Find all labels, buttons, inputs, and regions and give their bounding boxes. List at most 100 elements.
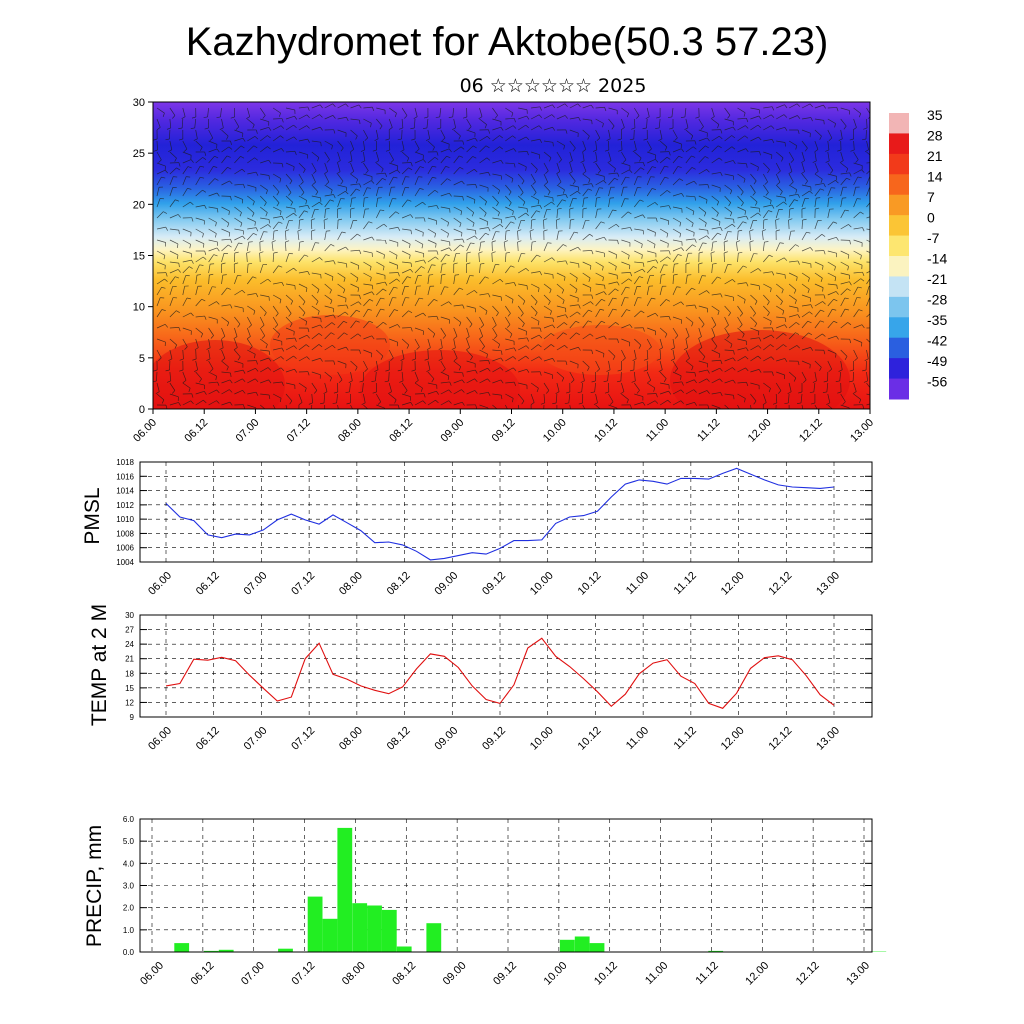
precip-xtick-label: 12.00 — [743, 960, 771, 988]
temp-ytick-label: 24 — [125, 640, 134, 649]
precip-xtick-label: 09.00 — [441, 960, 469, 988]
colorbar-label: -35 — [927, 312, 947, 328]
warm-core — [360, 350, 520, 409]
temp-xtick-label: 10.00 — [528, 725, 556, 753]
temp-xtick-label: 11.12 — [672, 725, 699, 752]
precip-bar — [574, 936, 590, 952]
precip-x-axis: 06.00 06.12 07.00 07.12 08.00 08.12 09.00 09.12… — [138, 960, 872, 988]
precip-ytick-label: 1.0 — [123, 926, 135, 935]
cross-section-x-axis: 06.00 06.12 07.00 07.12 08.00 08.12 09.00 09.12… — [131, 409, 876, 445]
precip-bar — [589, 943, 605, 952]
pmsl-line — [165, 467, 835, 561]
cross-section-xtick-label: 12.12 — [797, 417, 825, 445]
pmsl-xtick-label: 06.00 — [146, 570, 174, 598]
colorbar-cell — [889, 358, 909, 380]
colorbar-cell — [889, 296, 909, 318]
pmsl-xtick-label: 11.12 — [672, 570, 699, 597]
cross-section-ytick-label: 15 — [133, 251, 145, 263]
colorbar-cell — [889, 276, 909, 298]
pmsl-ytick-label: 1008 — [116, 529, 134, 538]
cross-section-panel: 0 5 10 15 20 25 30 06.00 06.12 07.00 07.12 08.00 08… — [131, 97, 876, 445]
precip-bar — [352, 903, 368, 952]
pmsl-ytick-label: 1012 — [116, 501, 134, 510]
temp-line — [165, 637, 835, 709]
temp-y-axis: 9 12 15 18 21 24 27 30 — [125, 611, 872, 722]
cross-section-xtick-label: 10.00 — [541, 417, 569, 445]
precip-series — [174, 827, 887, 953]
pmsl-xtick-label: 08.00 — [337, 570, 365, 598]
colorbar-cell — [889, 337, 909, 359]
cross-section-xtick-label: 13.00 — [848, 417, 876, 445]
pmsl-y-axis: 1004 1006 1008 1010 1012 1014 1016 1018 — [116, 458, 872, 567]
pmsl-xtick-label: 11.00 — [624, 570, 651, 597]
cross-section-ytick-label: 30 — [133, 97, 145, 109]
precip-xtick-label: 08.12 — [390, 960, 418, 988]
wind-barbs — [153, 103, 870, 409]
colorbar-label: 0 — [927, 210, 935, 226]
cross-section-xtick-label: 07.12 — [285, 417, 313, 445]
pmsl-xtick-label: 08.12 — [385, 570, 413, 598]
pmsl-xtick-label: 10.00 — [528, 570, 556, 598]
pmsl-frame — [139, 461, 873, 563]
pmsl-ytick-label: 1014 — [116, 487, 134, 496]
precip-bar — [307, 896, 323, 952]
precip-xtick-label: 11.00 — [643, 960, 670, 987]
pmsl-xtick-label: 12.00 — [719, 570, 747, 598]
temp-ylabel: TEMP at 2 M — [88, 604, 111, 726]
precip-ytick-label: 5.0 — [123, 837, 135, 846]
colorbar-label: -21 — [927, 271, 947, 287]
temp-ytick-label: 12 — [125, 698, 134, 707]
colorbar-cell — [889, 113, 909, 134]
colorbar-label: 21 — [927, 148, 943, 164]
cross-section-xtick-label: 08.00 — [336, 417, 364, 445]
precip-bar — [322, 918, 338, 953]
pmsl-ylabel: PMSL — [81, 487, 104, 544]
temp-xtick-label: 06.12 — [194, 725, 222, 753]
temp-ytick-label: 21 — [125, 655, 134, 664]
colorbar-cell — [889, 256, 909, 277]
temp-xtick-label: 08.12 — [385, 725, 413, 753]
precip-xtick-label: 10.12 — [592, 960, 620, 988]
temp-xtick-label: 11.00 — [624, 725, 651, 752]
precip-bar — [278, 948, 293, 952]
warm-core — [540, 325, 660, 375]
pmsl-xtick-label: 06.12 — [194, 570, 222, 598]
cross-section-xtick-label: 07.00 — [234, 417, 262, 445]
temp-ytick-label: 15 — [125, 684, 134, 693]
precip-bar — [381, 909, 397, 952]
temp-ytick-label: 9 — [130, 713, 135, 722]
cross-section-xtick-label: 09.00 — [438, 417, 466, 445]
pmsl-xtick-label: 07.12 — [289, 570, 317, 598]
page-title: Kazhydromet for Aktobe(50.3 57.23) — [186, 20, 829, 64]
colorbar-label: 14 — [927, 169, 943, 185]
precip-ytick-label: 3.0 — [123, 882, 135, 891]
precip-xtick-label: 08.00 — [340, 960, 368, 988]
colorbar-label: 28 — [927, 128, 943, 144]
temp-xtick-label: 09.00 — [432, 725, 460, 753]
colorbar-label: -28 — [927, 292, 947, 308]
temp-panel: TEMP at 2 M 9 12 15 18 21 24 27 30 06.00 06.12 07… — [88, 604, 873, 753]
precip-bar — [174, 943, 190, 952]
cross-section-ytick-label: 20 — [133, 199, 145, 211]
colorbar-label: -49 — [927, 353, 947, 369]
colorbar-label: -14 — [927, 251, 947, 267]
cross-section-xtick-label: 10.12 — [592, 417, 620, 445]
temp-ytick-label: 18 — [125, 669, 134, 678]
temp-ytick-label: 30 — [125, 611, 134, 620]
pmsl-ytick-label: 1016 — [116, 472, 134, 481]
precip-bar — [367, 905, 382, 953]
precip-bar — [426, 923, 442, 952]
precip-xtick-label: 06.00 — [138, 960, 166, 988]
cross-section-ytick-label: 5 — [139, 353, 145, 365]
colorbar-cell — [889, 235, 909, 257]
temp-ytick-label: 27 — [125, 626, 134, 635]
precip-bar — [203, 950, 219, 952]
temp-frame — [139, 614, 873, 718]
cross-section-xtick-label: 11.00 — [644, 417, 671, 444]
pmsl-panel: PMSL 1004 1006 1008 1010 1012 1014 1016 1018 06… — [81, 458, 873, 598]
pmsl-xtick-label: 07.00 — [242, 570, 270, 598]
precip-xtick-label: 09.12 — [491, 960, 519, 988]
warm-core — [670, 330, 850, 409]
precip-xtick-label: 10.00 — [542, 960, 570, 988]
cross-section-xtick-label: 09.12 — [490, 417, 518, 445]
